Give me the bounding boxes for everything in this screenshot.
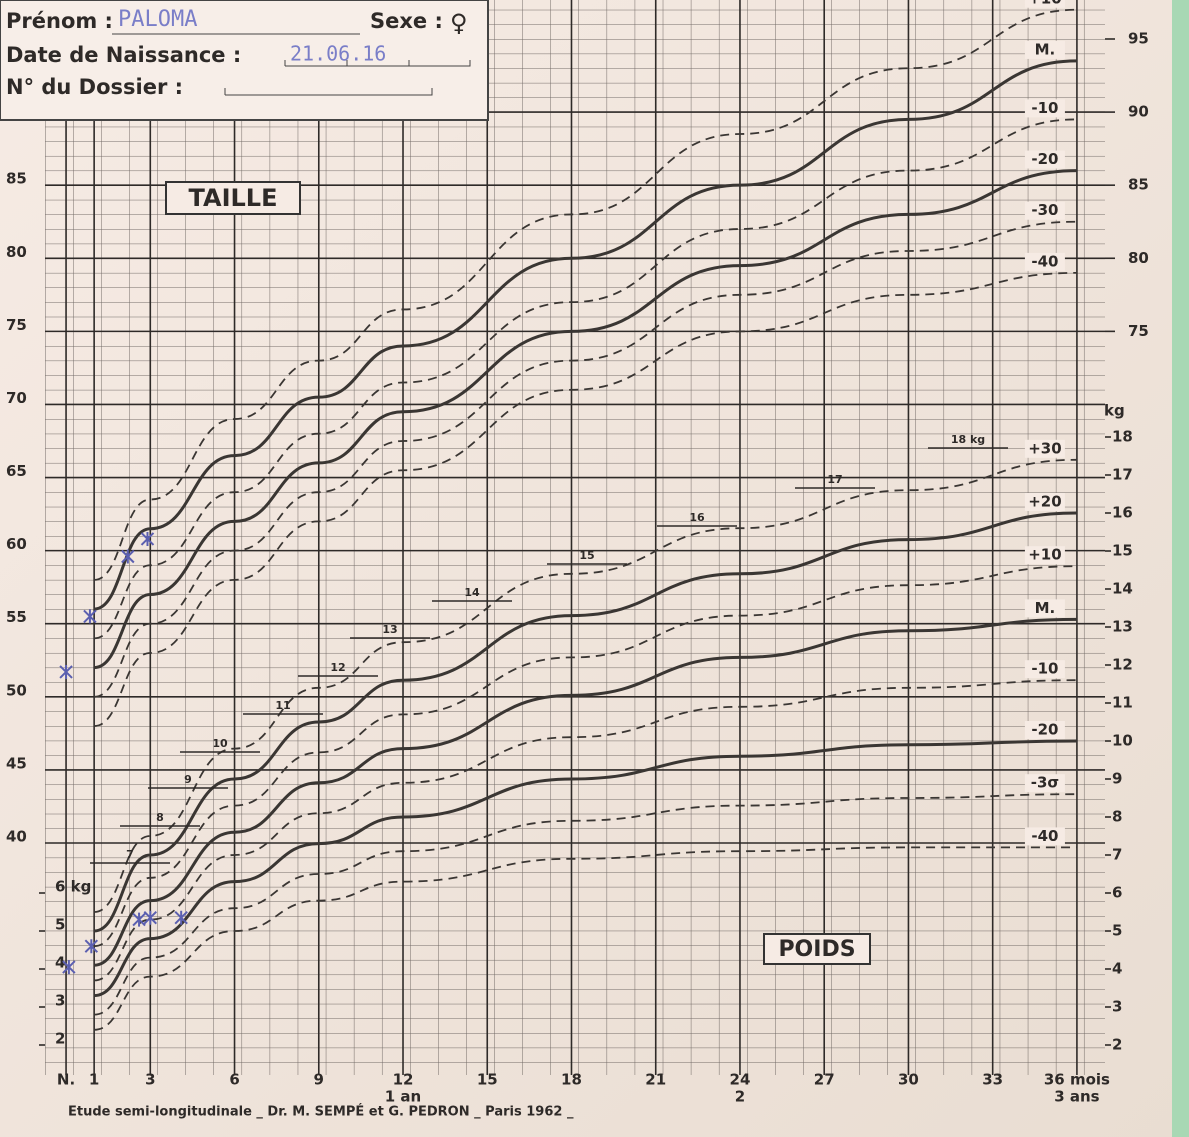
chart: N.1369121518212427303336 mois1 an23 ans4… <box>0 0 1189 1137</box>
x-tick-label: 12 <box>393 1071 414 1089</box>
x-tick-label: 6 <box>229 1071 239 1089</box>
x-tick-label: 18 <box>561 1071 582 1089</box>
curve-label: -20 <box>1031 150 1058 168</box>
y2-tick-label: 3 <box>1112 998 1122 1016</box>
isoweight-label: 18 kg <box>951 433 985 446</box>
x-sublabel: 3 ans <box>1054 1088 1099 1106</box>
x-tick-label: 27 <box>814 1071 835 1089</box>
y2-tick-label: 4 <box>1112 960 1122 978</box>
curve-label: -20 <box>1031 721 1058 739</box>
isoweight-label: 15 <box>579 549 594 562</box>
y-tick-label: 70 <box>6 389 27 407</box>
curve-label: -3σ <box>1031 774 1059 792</box>
sexe: ♀ <box>450 9 468 37</box>
y2-tick-label: 12 <box>1112 656 1133 674</box>
x-tick-label: 9 <box>314 1071 324 1089</box>
curve-label: M. <box>1035 40 1056 58</box>
y-tick-label: 40 <box>6 828 27 846</box>
y-tick-label: 75 <box>6 316 27 334</box>
isoweight-label: 13 <box>382 623 397 636</box>
y2-tick-label: 6 <box>1112 884 1122 902</box>
x-tick-label: 15 <box>477 1071 498 1089</box>
y2-tick-label: 2 <box>1112 1036 1122 1054</box>
weight-label: POIDS <box>778 937 855 962</box>
isoweight-label: 11 <box>275 699 290 712</box>
sexe-label: Sexe : <box>370 9 443 33</box>
y-tick-label: 60 <box>6 535 27 553</box>
y-tick-label: 45 <box>6 754 27 772</box>
isoweight-label: 8 <box>156 811 164 824</box>
y2-tick-label: 13 <box>1112 618 1133 636</box>
naissance-label: Date de Naissance : <box>6 43 241 67</box>
y-tick-label: 65 <box>6 462 27 480</box>
y2-tick-label-left: 6 kg <box>55 878 91 896</box>
curve-label: +10 <box>1028 0 1061 7</box>
y2-tick-label: 8 <box>1112 808 1122 826</box>
x-sublabel: 2 <box>735 1088 745 1106</box>
y-tick-label-right: 85 <box>1128 176 1149 194</box>
y-tick-label-right: 80 <box>1128 249 1149 267</box>
prenom-label: Prénom : <box>6 9 113 33</box>
isoweight-label: 7 <box>126 848 134 861</box>
y2-tick-label: 18 <box>1112 428 1133 446</box>
y-tick-label: 55 <box>6 608 27 626</box>
y2-unit: kg <box>1104 402 1125 420</box>
y-tick-label: 85 <box>6 170 27 188</box>
curve-label: +10 <box>1028 546 1061 564</box>
isoweight-label: 9 <box>184 773 192 786</box>
y2-tick-label: 14 <box>1112 580 1133 598</box>
curve-label: -30 <box>1031 201 1058 219</box>
x-tick-label: 3 <box>145 1071 155 1089</box>
edge <box>1172 0 1189 1137</box>
height-label: TAILLE <box>189 184 278 212</box>
y-tick-label-right: 75 <box>1128 322 1149 340</box>
x-tick-label: 21 <box>645 1071 666 1089</box>
y2-tick-label: 16 <box>1112 504 1133 522</box>
x-tick-label: 36 mois <box>1044 1071 1110 1089</box>
prenom: PALOMA <box>118 7 197 32</box>
y2-tick-label-left: 3 <box>55 992 65 1010</box>
y-tick-label: 50 <box>6 681 27 699</box>
curve-label: +30 <box>1028 439 1061 457</box>
x-tick-label: 30 <box>898 1071 919 1089</box>
x-tick-label: 33 <box>982 1071 1003 1089</box>
isoweight-label: 12 <box>330 661 345 674</box>
footer: Etude semi-longitudinale _ Dr. M. SEMPÉ … <box>68 1104 574 1120</box>
dossier-label: N° du Dossier : <box>6 75 183 99</box>
naissance: 21.06.16 <box>290 42 386 66</box>
curve-label: -40 <box>1031 827 1058 845</box>
isoweight-label: 16 <box>689 511 705 524</box>
y2-tick-label: 7 <box>1112 846 1122 864</box>
y2-tick-label-left: 5 <box>55 916 65 934</box>
page: N.1369121518212427303336 mois1 an23 ans4… <box>0 0 1189 1137</box>
isoweight-label: 14 <box>464 586 480 599</box>
x-tick-label: 1 <box>89 1071 99 1089</box>
curve-label: +20 <box>1028 493 1061 511</box>
x-sublabel: 1 an <box>385 1088 421 1106</box>
isoweight-label: 17 <box>827 473 842 486</box>
x-tick-label: 24 <box>730 1071 751 1089</box>
y2-tick-label: 11 <box>1112 694 1133 712</box>
y2-tick-label: 9 <box>1112 770 1122 788</box>
y2-tick-label: 5 <box>1112 922 1122 940</box>
y2-tick-label: 15 <box>1112 542 1133 560</box>
curve-label: -40 <box>1031 252 1058 270</box>
y-tick-label-right: 95 <box>1128 30 1149 48</box>
y2-tick-label: 10 <box>1112 732 1133 750</box>
x-tick-label: N. <box>57 1071 75 1089</box>
y2-tick-label: 17 <box>1112 466 1133 484</box>
y-tick-label-right: 90 <box>1128 103 1149 121</box>
curve-label: M. <box>1035 599 1056 617</box>
y-tick-label: 80 <box>6 243 27 261</box>
y2-tick-label-left: 2 <box>55 1030 65 1048</box>
curve-label: -10 <box>1031 660 1058 678</box>
isoweight-label: 10 <box>212 737 228 750</box>
curve-label: -10 <box>1031 99 1058 117</box>
